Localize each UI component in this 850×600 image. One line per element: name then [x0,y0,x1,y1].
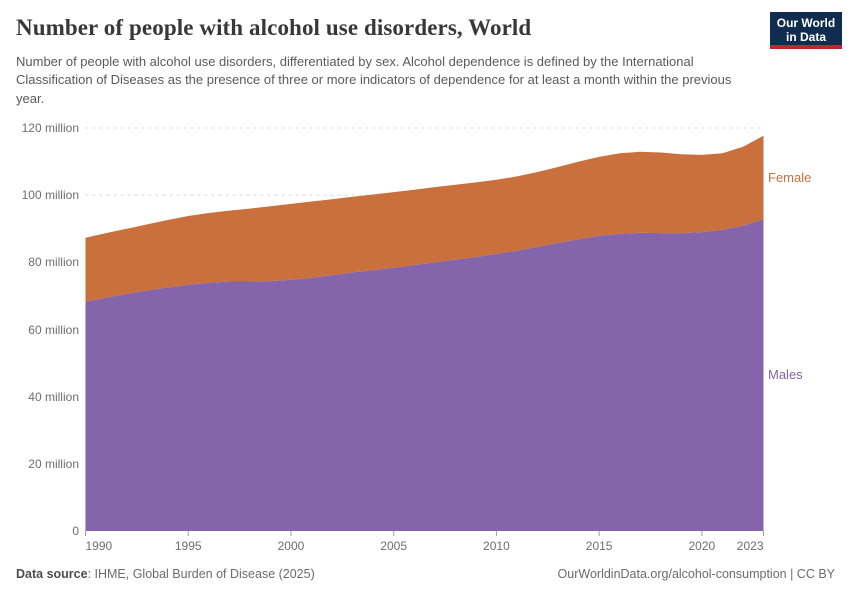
x-axis-label: 2010 [483,539,510,553]
chart-subtitle: Number of people with alcohol use disord… [16,54,732,106]
chart-footer: Data source: IHME, Global Burden of Dise… [0,567,850,581]
x-axis-ticks [85,531,764,536]
x-axis-label: 2015 [585,539,613,553]
data-source-value: : IHME, Global Burden of Disease (2025) [87,567,315,581]
owid-logo: Our World in Data [770,12,842,49]
y-axis-label: 80 million [28,255,79,270]
attribution-link: OurWorldinData.org/alcohol-consumption |… [557,567,835,581]
data-source-label: Data source [16,567,88,581]
series-label-males: Males [768,367,803,383]
y-axis-label: 60 million [28,322,79,337]
y-axis-label: 40 million [28,389,79,404]
page-title: Number of people with alcohol use disord… [16,15,532,40]
area-female [85,135,764,302]
owid-logo-line1: Our World [776,16,836,30]
data-source: Data source: IHME, Global Burden of Dise… [16,567,315,581]
owid-logo-line2: in Data [785,30,826,44]
x-axis-label: 2023 [736,539,764,553]
x-axis-label: 1995 [174,539,202,553]
area-males [85,219,764,532]
x-axis-label: 1990 [85,539,113,553]
series-label-female: Female [768,169,812,185]
y-axis-label: 100 million [21,188,79,203]
x-axis-label: 2020 [688,539,716,553]
y-axis-label: 0 [72,524,79,538]
x-axis-label: 2005 [380,539,408,553]
y-axis-label: 20 million [28,456,79,471]
x-axis-label: 2000 [277,539,305,553]
y-axis-label: 120 million [21,121,79,135]
